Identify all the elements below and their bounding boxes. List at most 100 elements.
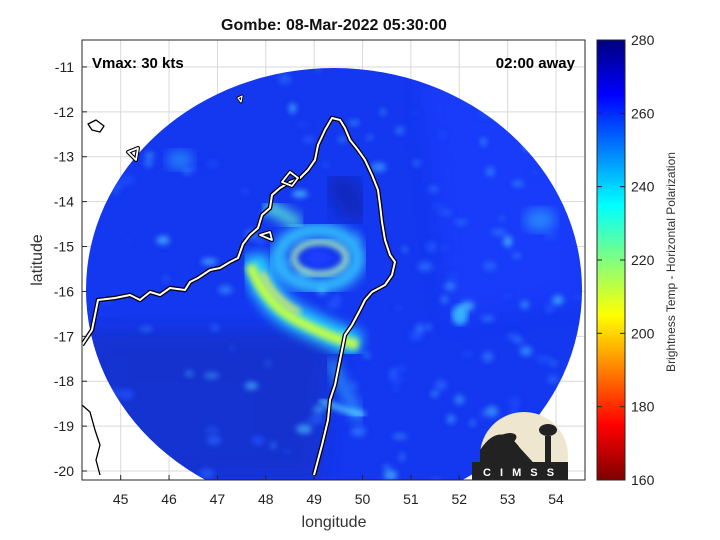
speckle	[323, 163, 328, 167]
speckle	[296, 122, 311, 127]
colorbar-tick-label: 200	[631, 325, 655, 341]
speckle	[207, 159, 219, 168]
speckle	[392, 434, 408, 439]
speckle	[547, 375, 559, 384]
speckle	[394, 306, 404, 310]
speckle	[426, 324, 432, 330]
y-tick-label: -16	[54, 283, 74, 299]
colorbar-tick-label: 260	[631, 105, 655, 121]
speckle	[412, 160, 421, 166]
x-tick-label: 47	[210, 491, 226, 507]
speckle	[244, 382, 258, 390]
speckle	[351, 230, 362, 235]
speckle	[395, 126, 405, 135]
colorbar-tick-label: 160	[631, 472, 655, 488]
y-tick-label: -11	[55, 59, 74, 75]
speckle	[499, 216, 505, 221]
speckle	[536, 355, 549, 363]
speckle	[511, 180, 525, 187]
x-tick-label: 54	[548, 491, 564, 507]
colorbar-tick-label: 180	[631, 399, 655, 415]
speckle	[485, 406, 499, 417]
speckle	[461, 351, 474, 356]
y-tick-label: -17	[54, 328, 74, 344]
speckle	[441, 295, 448, 304]
speckle	[120, 175, 136, 186]
speckle	[454, 220, 468, 224]
speckle	[481, 316, 495, 321]
speckle	[480, 411, 485, 418]
speckle	[206, 436, 222, 445]
speckle	[383, 465, 390, 470]
colorbar-label: Brightness Temp - Horizontal Polarizatio…	[664, 152, 678, 372]
x-tick-label: 52	[451, 491, 467, 507]
speckle	[205, 427, 219, 433]
speckle	[388, 375, 404, 384]
chart-title: Gombe: 08-Mar-2022 05:30:00	[221, 17, 447, 34]
x-axis: 45 46 47 48 49 50 51 52 53 54	[113, 475, 564, 507]
speckle	[431, 204, 447, 209]
speckle	[396, 365, 407, 373]
speckle	[199, 469, 215, 478]
x-tick-label: 51	[403, 491, 419, 507]
x-tick-label: 46	[161, 491, 177, 507]
speckle	[480, 137, 486, 147]
swath-image	[86, 68, 582, 480]
speckle	[438, 211, 454, 215]
speckle	[512, 253, 521, 259]
speckle	[519, 346, 533, 356]
speckle	[482, 351, 494, 363]
speckle	[182, 168, 192, 175]
y-tick-label: -18	[54, 373, 74, 389]
speckle	[363, 352, 371, 358]
speckle	[144, 152, 155, 158]
speckle	[315, 68, 322, 73]
speckle	[552, 295, 564, 305]
speckle	[430, 391, 439, 397]
offset-label: 02:00 away	[496, 55, 576, 72]
speckle	[439, 129, 446, 141]
speckle	[503, 235, 513, 247]
speckle	[255, 237, 266, 245]
colorbar-ticks: 160 180 200 220 240 260 280	[597, 32, 655, 488]
y-axis-label: latitude	[29, 234, 46, 286]
speckle	[470, 420, 476, 426]
vmax-label: Vmax: 30 kts	[92, 55, 184, 72]
speckle	[119, 389, 134, 400]
speckle	[218, 285, 233, 295]
coastline	[82, 94, 398, 476]
plot-area: C I M S S Vmax: 30 kts 02:00 away	[81, 39, 586, 481]
speckle	[280, 449, 294, 453]
speckle	[508, 396, 521, 408]
x-tick-label: 48	[258, 491, 274, 507]
speckle	[371, 162, 387, 172]
speckle	[402, 247, 408, 252]
x-tick-label: 49	[306, 491, 322, 507]
speckle	[505, 292, 510, 299]
speckle	[289, 103, 297, 114]
speckle	[444, 281, 456, 291]
speckle	[162, 275, 170, 283]
speckle	[426, 241, 437, 253]
speckle	[545, 304, 554, 313]
y-tick-label: -14	[54, 194, 74, 210]
speckle	[483, 261, 497, 271]
colorbar-tick-label: 280	[631, 32, 655, 48]
speckle	[144, 158, 153, 168]
speckle	[491, 229, 507, 236]
speckle	[485, 167, 495, 176]
x-tick-label: 50	[355, 491, 371, 507]
speckle	[337, 136, 347, 143]
speckle	[348, 120, 360, 126]
colorbar-tick-label: 220	[631, 252, 655, 268]
speckle	[434, 380, 447, 391]
y-axis: -11 -12 -13 -14 -15 -16 -17 -18 -19 -20	[54, 59, 87, 479]
speckle	[410, 110, 417, 116]
speckle	[210, 324, 220, 332]
speckle	[156, 236, 170, 245]
speckle	[302, 136, 315, 144]
speckle	[380, 108, 386, 117]
speckle	[125, 239, 132, 243]
speckle	[428, 186, 439, 192]
